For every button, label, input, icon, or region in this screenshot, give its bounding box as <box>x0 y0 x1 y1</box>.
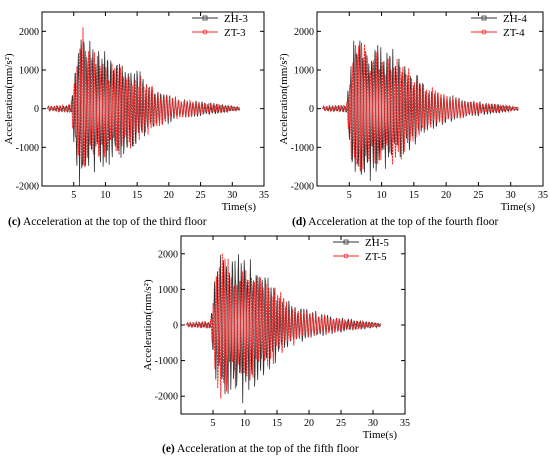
series-line-zt-4 <box>321 42 519 172</box>
chart-panel-e: 5 10 15 20 25 30 35 -2000 -1000 0 1000 2000 Time(s) A… <box>135 228 415 443</box>
legend-marker <box>481 29 487 35</box>
caption-d-text: Acceleration at the top of the fourth fl… <box>306 216 499 228</box>
x-tick-label: 15 <box>132 190 142 201</box>
y-tick-label: 0 <box>34 104 39 115</box>
y-tick-label: 1000 <box>294 66 314 77</box>
chart-panel-d: 5 10 15 20 25 30 35 -2000 -1000 0 1000 2000 Time(s) A… <box>275 0 550 215</box>
x-tick-label: 35 <box>400 418 410 429</box>
y-tick-label: -1000 <box>291 143 314 154</box>
chart-panel-c: 5 10 15 20 25 30 35 -2000 -1000 0 1000 2000 Time(s) A… <box>0 0 275 215</box>
x-tick-label: 10 <box>240 418 250 429</box>
x-tick-label: 30 <box>506 190 516 201</box>
legend-marker <box>202 29 208 35</box>
plot-frame <box>41 11 265 187</box>
y-tick-label: -1000 <box>16 143 39 154</box>
chart-c-svg: 5 10 15 20 25 30 35 -2000 -1000 0 1000 2000 Time(s) A… <box>3 11 269 213</box>
y-tick-label: -2000 <box>16 182 39 193</box>
x-tick-label: 5 <box>211 418 216 429</box>
legend-label-zt-3: ZT-3 <box>224 27 246 39</box>
y-axis-label: Acceleration(mm/s²) <box>278 53 290 145</box>
y-tick-label: -1000 <box>155 356 178 367</box>
caption-d: (d) Acceleration at the top of the fourt… <box>292 216 498 228</box>
legend-marker <box>202 15 208 21</box>
caption-d-letter: (d) <box>292 216 307 228</box>
caption-e-text: Acceleration at the top of the fifth flo… <box>174 443 359 455</box>
x-tick-label: 10 <box>377 190 387 201</box>
caption-e-letter: (e) <box>162 443 175 455</box>
x-tick-label: 35 <box>259 190 269 201</box>
x-tick-label: 25 <box>473 190 483 201</box>
x-tick-label: 25 <box>196 190 206 201</box>
legend-label-zh-4: ZH-4 <box>503 13 527 25</box>
y-axis-label: Acceleration(mm/s²) <box>142 279 154 371</box>
x-axis-label: Time(s) <box>222 201 257 213</box>
caption-c-text: Acceleration at the top of the third flo… <box>20 216 207 228</box>
chart-e-svg: 5 10 15 20 25 30 35 -2000 -1000 0 1000 2000 Time(s) A… <box>142 235 410 441</box>
legend-label-zh-3: ZH-3 <box>224 13 248 25</box>
y-tick-label: -2000 <box>291 182 314 193</box>
x-tick-label: 20 <box>304 418 314 429</box>
y-tick-label: 1000 <box>158 285 178 296</box>
legend-marker <box>343 253 349 259</box>
x-tick-label: 5 <box>71 190 76 201</box>
legend-label-zt-5: ZT-5 <box>365 251 387 263</box>
legend-label-zt-4: ZT-4 <box>503 27 525 39</box>
x-axis-label: Time(s) <box>501 201 536 213</box>
x-tick-label: 20 <box>164 190 174 201</box>
y-tick-label: -2000 <box>155 392 178 403</box>
chart-d-svg: 5 10 15 20 25 30 35 -2000 -1000 0 1000 2000 Time(s) A… <box>278 11 548 213</box>
y-tick-label: 0 <box>309 104 314 115</box>
series-line-zh-5 <box>185 254 381 404</box>
legend-marker <box>481 15 487 21</box>
x-tick-label: 25 <box>336 418 346 429</box>
x-tick-label: 35 <box>538 190 548 201</box>
x-tick-label: 10 <box>100 190 110 201</box>
y-tick-label: 2000 <box>158 249 178 260</box>
x-axis-label: Time(s) <box>363 429 398 441</box>
caption-c: (c) Acceleration at the top of the third… <box>8 216 207 228</box>
legend-label-zh-5: ZH-5 <box>365 237 389 249</box>
plot-frame <box>316 11 544 187</box>
series-line-zt-5 <box>185 253 382 399</box>
caption-c-letter: (c) <box>8 216 21 228</box>
caption-e: (e) Acceleration at the top of the fifth… <box>162 443 359 455</box>
x-tick-label: 15 <box>272 418 282 429</box>
x-tick-label: 20 <box>441 190 451 201</box>
x-tick-label: 15 <box>409 190 419 201</box>
legend-marker <box>343 239 349 245</box>
y-axis-label: Acceleration(mm/s²) <box>3 53 15 145</box>
y-tick-label: 0 <box>173 321 178 332</box>
x-tick-label: 30 <box>368 418 378 429</box>
x-tick-label: 5 <box>347 190 352 201</box>
y-tick-label: 2000 <box>19 27 39 38</box>
y-tick-label: 2000 <box>294 27 314 38</box>
series-line-zt-3 <box>46 27 241 169</box>
y-tick-label: 1000 <box>19 66 39 77</box>
x-tick-label: 30 <box>227 190 237 201</box>
